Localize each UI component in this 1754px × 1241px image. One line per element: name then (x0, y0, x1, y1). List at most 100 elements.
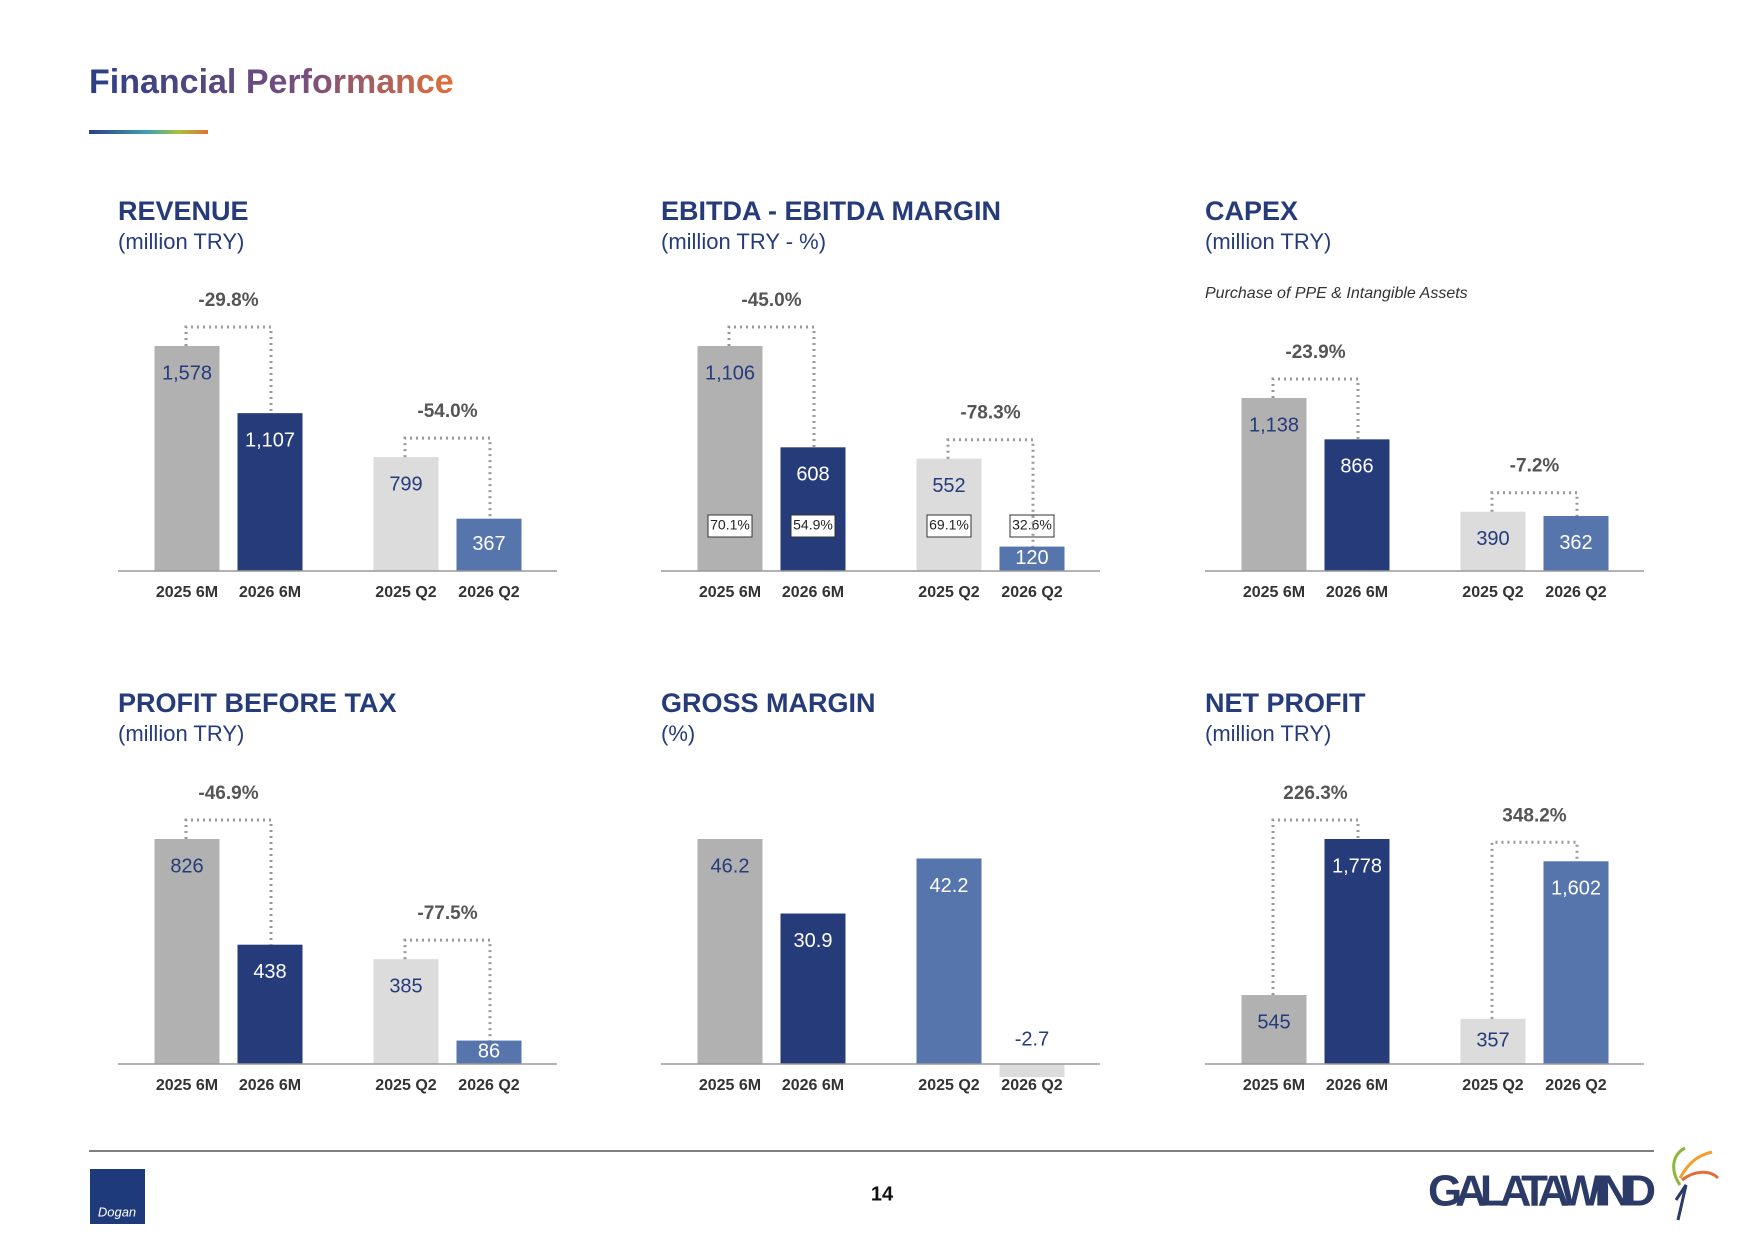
value-label: 30.9 (794, 930, 833, 952)
bar (1460, 1018, 1526, 1064)
value-label: 357 (1476, 1030, 1509, 1052)
category-label: 2026 6M (782, 584, 844, 601)
bar (1241, 398, 1307, 571)
change-bracket (1490, 491, 1579, 516)
category-label: 2025 6M (699, 1077, 761, 1094)
bar (697, 839, 763, 1064)
category-label: 2026 6M (1326, 584, 1388, 601)
category-label: 2025 Q2 (375, 584, 436, 601)
margin-label: 69.1% (929, 517, 969, 533)
change-label: -54.0% (417, 401, 477, 422)
logo-left-box (90, 1169, 145, 1224)
chart-subtitle: (million TRY) (118, 229, 244, 254)
value-label: 385 (389, 975, 422, 997)
chart-subtitle: (million TRY) (1205, 721, 1331, 746)
value-label: 362 (1559, 532, 1592, 554)
margin-box (790, 514, 836, 538)
change-bracket (1271, 818, 1360, 996)
category-label: 2026 Q2 (458, 1077, 519, 1094)
value-label: 438 (253, 961, 286, 983)
page-title: Financial Performance (89, 63, 454, 101)
title-underline (89, 130, 208, 134)
category-label: 2025 6M (156, 584, 218, 601)
change-label: -7.2% (1510, 456, 1560, 477)
change-label: -46.9% (198, 783, 258, 804)
chart-title: REVENUE (118, 196, 249, 226)
margin-box (1009, 514, 1055, 538)
value-label: 1,106 (705, 362, 755, 384)
value-label: 46.2 (711, 855, 750, 877)
category-label: 2026 Q2 (458, 584, 519, 601)
bar (780, 447, 846, 571)
bar (780, 913, 846, 1064)
bar (1241, 995, 1307, 1064)
value-label: 545 (1257, 1011, 1290, 1033)
value-label: 1,138 (1249, 414, 1299, 436)
category-label: 2026 Q2 (1545, 584, 1606, 601)
category-label: 2026 6M (239, 584, 301, 601)
value-label: 42.2 (930, 875, 969, 897)
chart-subtitle: (%) (661, 721, 695, 746)
bar (237, 413, 303, 571)
bar (1543, 515, 1609, 571)
change-bracket (727, 325, 816, 448)
chart-title: PROFIT BEFORE TAX (118, 688, 397, 718)
category-label: 2025 6M (156, 1077, 218, 1094)
category-label: 2025 Q2 (918, 584, 979, 601)
margin-label: 54.9% (793, 517, 833, 533)
chart-subtitle: (million TRY) (1205, 229, 1331, 254)
change-label: -29.8% (198, 290, 258, 311)
category-label: 2025 Q2 (375, 1077, 436, 1094)
value-label: 1,107 (245, 429, 295, 451)
change-label: -78.3% (960, 403, 1020, 424)
bar (999, 546, 1065, 571)
change-label: 348.2% (1502, 805, 1567, 826)
value-label: 826 (170, 855, 203, 877)
value-label: 552 (932, 475, 965, 497)
change-bracket (403, 938, 492, 1041)
bar (1460, 511, 1526, 571)
category-label: 2026 6M (239, 1077, 301, 1094)
chart-title: EBITDA - EBITDA MARGIN (661, 196, 1001, 226)
change-bracket (184, 325, 273, 414)
logo-left: Dogan (98, 1204, 136, 1219)
value-label: 608 (796, 464, 829, 486)
change-bracket (403, 436, 492, 519)
chart-note: Purchase of PPE & Intangible Assets (1205, 285, 1468, 302)
value-label: 86 (478, 1041, 500, 1063)
margin-label: 70.1% (710, 517, 750, 533)
value-label: 799 (389, 473, 422, 495)
change-bracket (946, 438, 1035, 547)
category-label: 2026 6M (1326, 1077, 1388, 1094)
value-label: 866 (1340, 456, 1373, 478)
category-label: 2026 6M (782, 1077, 844, 1094)
bar (237, 944, 303, 1064)
value-label: 1,602 (1551, 878, 1601, 900)
chart-subtitle: (million TRY) (118, 721, 244, 746)
margin-label: 32.6% (1012, 517, 1052, 533)
value-label: 367 (472, 533, 505, 555)
bar (456, 518, 522, 571)
chart-subtitle: (million TRY - %) (661, 229, 826, 254)
chart-title: NET PROFIT (1205, 688, 1366, 718)
bar (154, 346, 220, 571)
change-bracket (1271, 377, 1360, 440)
bar (1543, 861, 1609, 1064)
change-label: -23.9% (1285, 342, 1345, 363)
category-label: 2025 Q2 (1462, 1077, 1523, 1094)
chart-title: CAPEX (1205, 196, 1298, 226)
change-bracket (1490, 840, 1579, 1019)
value-label: 120 (1015, 547, 1048, 569)
change-bracket (184, 818, 273, 945)
bar (456, 1040, 522, 1064)
bar (373, 959, 439, 1064)
logo-right-icon (1672, 1146, 1720, 1221)
bar (1324, 439, 1390, 571)
bar (1324, 839, 1390, 1064)
change-label: -45.0% (741, 290, 801, 311)
change-label: 226.3% (1283, 783, 1348, 804)
bar (373, 457, 439, 571)
value-label: 390 (1476, 528, 1509, 550)
category-label: 2026 Q2 (1001, 584, 1062, 601)
